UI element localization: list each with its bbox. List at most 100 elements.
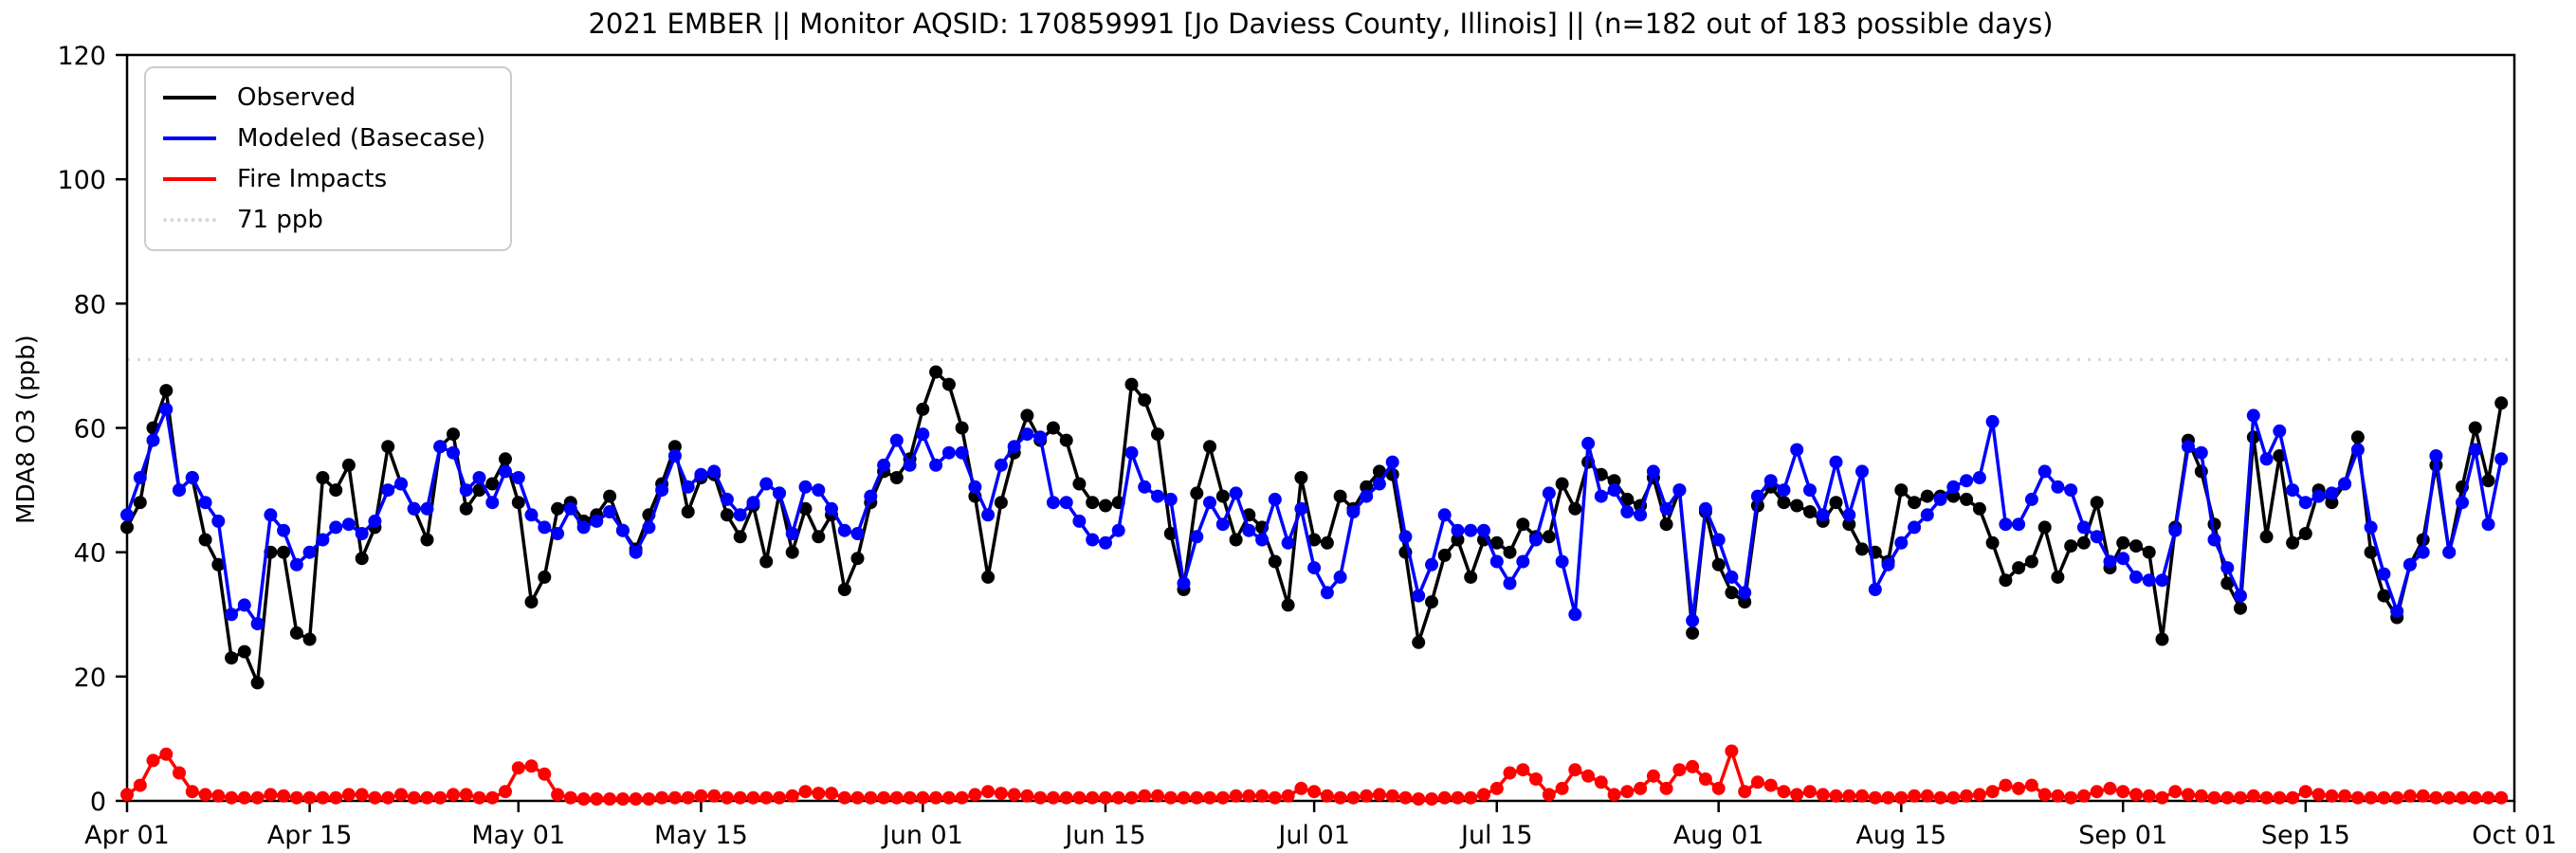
data-point-observed bbox=[1790, 499, 1804, 513]
y-tick-label: 0 bbox=[90, 788, 106, 817]
data-point-fire-impacts bbox=[2142, 789, 2156, 803]
data-point-modeled-basecase- bbox=[1607, 483, 1621, 498]
data-point-modeled-basecase- bbox=[2377, 567, 2391, 581]
data-point-modeled-basecase- bbox=[968, 480, 982, 494]
data-point-fire-impacts bbox=[629, 792, 643, 806]
data-point-modeled-basecase- bbox=[1659, 501, 1673, 516]
data-point-observed bbox=[681, 505, 695, 518]
data-point-modeled-basecase- bbox=[1620, 505, 1635, 518]
data-point-fire-impacts bbox=[1503, 766, 1517, 780]
x-tick-label: Jul 01 bbox=[1276, 821, 1350, 850]
data-point-observed bbox=[2129, 539, 2143, 554]
data-point-fire-impacts bbox=[1124, 790, 1139, 805]
x-tick-label: Sep 01 bbox=[2078, 821, 2167, 850]
data-point-modeled-basecase- bbox=[1425, 557, 1438, 572]
data-point-modeled-basecase- bbox=[916, 427, 930, 442]
data-point-fire-impacts bbox=[250, 790, 265, 805]
data-point-observed bbox=[733, 530, 747, 544]
data-point-modeled-basecase- bbox=[1698, 501, 1712, 516]
data-point-fire-impacts bbox=[2182, 788, 2195, 802]
data-point-fire-impacts bbox=[2364, 790, 2378, 805]
data-point-modeled-basecase- bbox=[264, 508, 278, 522]
data-point-modeled-basecase- bbox=[2481, 517, 2495, 532]
data-point-modeled-basecase- bbox=[2325, 486, 2339, 500]
data-point-observed bbox=[1215, 489, 1230, 503]
legend: Observed Modeled (Basecase) Fire Impacts… bbox=[144, 66, 513, 251]
x-tick-label: May 15 bbox=[654, 821, 748, 850]
y-tick-label: 20 bbox=[74, 663, 106, 693]
data-point-modeled-basecase- bbox=[316, 533, 330, 547]
data-point-modeled-basecase- bbox=[667, 449, 682, 463]
data-point-fire-impacts bbox=[1307, 785, 1322, 799]
data-point-observed bbox=[1842, 517, 1856, 532]
data-point-modeled-basecase- bbox=[1360, 489, 1374, 503]
data-point-modeled-basecase- bbox=[759, 477, 774, 491]
data-point-fire-impacts bbox=[1138, 789, 1152, 803]
data-point-fire-impacts bbox=[2234, 790, 2247, 805]
data-point-modeled-basecase- bbox=[720, 492, 734, 506]
data-point-observed bbox=[2142, 545, 2156, 559]
data-point-observed bbox=[1920, 489, 1934, 503]
data-point-fire-impacts bbox=[1529, 772, 1543, 786]
data-point-fire-impacts bbox=[603, 792, 617, 806]
data-point-modeled-basecase- bbox=[185, 471, 199, 484]
data-point-modeled-basecase- bbox=[407, 501, 421, 516]
data-point-fire-impacts bbox=[694, 789, 708, 803]
data-point-fire-impacts bbox=[538, 767, 552, 781]
legend-label: Fire Impacts bbox=[237, 165, 388, 193]
y-tick-label: 100 bbox=[57, 166, 106, 195]
data-point-modeled-basecase- bbox=[1960, 474, 1974, 488]
data-point-fire-impacts bbox=[1425, 792, 1438, 806]
data-point-modeled-basecase- bbox=[1908, 520, 1922, 535]
data-point-observed bbox=[1960, 492, 1974, 506]
y-tick-label: 120 bbox=[57, 42, 106, 71]
data-point-modeled-basecase- bbox=[1033, 430, 1048, 445]
data-point-fire-impacts bbox=[2194, 789, 2208, 803]
data-point-modeled-basecase- bbox=[1594, 489, 1608, 503]
data-point-observed bbox=[1489, 535, 1504, 550]
data-point-observed bbox=[420, 533, 434, 547]
data-point-fire-impacts bbox=[173, 766, 186, 780]
data-point-modeled-basecase- bbox=[1372, 477, 1386, 491]
data-point-modeled-basecase- bbox=[2076, 520, 2091, 535]
data-point-modeled-basecase- bbox=[1307, 561, 1322, 575]
data-point-modeled-basecase- bbox=[159, 402, 174, 416]
data-point-observed bbox=[2090, 496, 2104, 510]
data-point-fire-impacts bbox=[590, 792, 604, 806]
data-point-modeled-basecase- bbox=[1686, 613, 1700, 627]
data-point-modeled-basecase- bbox=[955, 445, 969, 460]
data-point-modeled-basecase- bbox=[1816, 508, 1830, 522]
data-point-modeled-basecase- bbox=[629, 545, 643, 559]
data-point-observed bbox=[2481, 474, 2495, 488]
data-point-fire-impacts bbox=[955, 790, 969, 805]
data-point-observed bbox=[302, 632, 317, 646]
data-point-observed bbox=[1451, 533, 1465, 547]
data-point-modeled-basecase- bbox=[1398, 530, 1413, 544]
data-point-fire-impacts bbox=[733, 790, 747, 805]
data-point-modeled-basecase- bbox=[746, 496, 760, 510]
data-point-fire-impacts bbox=[850, 790, 865, 805]
data-point-modeled-basecase- bbox=[2051, 480, 2065, 494]
data-point-fire-impacts bbox=[1111, 790, 1125, 805]
data-point-fire-impacts bbox=[1489, 781, 1504, 795]
data-point-modeled-basecase- bbox=[1542, 486, 1556, 500]
data-point-fire-impacts bbox=[381, 790, 395, 805]
data-point-fire-impacts bbox=[289, 790, 303, 805]
data-point-observed bbox=[2037, 520, 2052, 535]
data-point-fire-impacts bbox=[563, 790, 577, 805]
data-point-observed bbox=[524, 595, 539, 609]
data-point-observed bbox=[1360, 480, 1374, 494]
data-point-fire-impacts bbox=[2338, 789, 2352, 803]
data-point-fire-impacts bbox=[2311, 788, 2326, 802]
data-point-modeled-basecase- bbox=[2338, 477, 2352, 491]
data-point-modeled-basecase- bbox=[1138, 480, 1152, 494]
data-point-observed bbox=[1281, 598, 1295, 612]
data-point-fire-impacts bbox=[420, 790, 434, 805]
data-point-observed bbox=[1686, 626, 1700, 640]
data-point-modeled-basecase- bbox=[1177, 576, 1191, 590]
data-point-fire-impacts bbox=[1255, 789, 1270, 803]
data-point-fire-impacts bbox=[302, 790, 317, 805]
data-point-fire-impacts bbox=[1920, 789, 1934, 803]
data-point-observed bbox=[1203, 440, 1216, 454]
chart-title: 2021 EMBER || Monitor AQSID: 170859991 [… bbox=[588, 8, 2054, 40]
